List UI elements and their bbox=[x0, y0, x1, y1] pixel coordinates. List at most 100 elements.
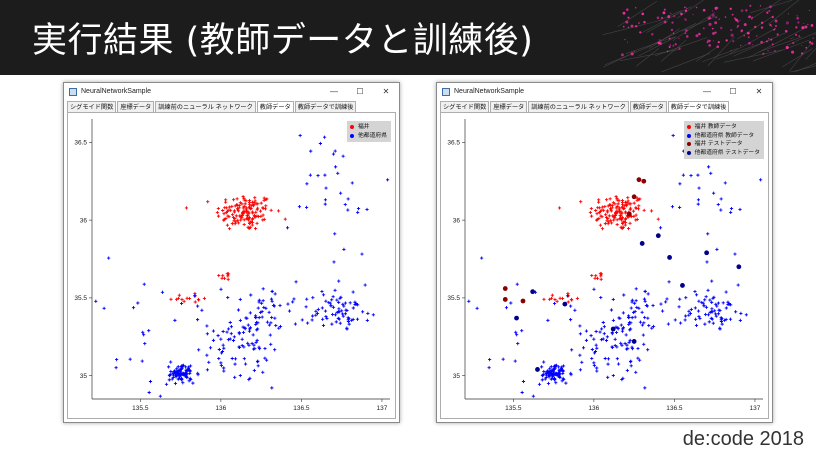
data-point bbox=[222, 366, 226, 370]
test-data-point bbox=[680, 283, 685, 288]
data-point bbox=[589, 214, 594, 218]
data-point bbox=[697, 299, 701, 303]
data-point bbox=[215, 210, 219, 215]
data-point bbox=[636, 356, 640, 360]
data-point bbox=[254, 320, 259, 325]
decor-light bbox=[770, 38, 773, 41]
legend-label: 他都道府県 bbox=[358, 132, 387, 139]
close-icon[interactable]: ✕ bbox=[755, 87, 763, 96]
app-window-teacher-data[interactable]: NeuralNetworkSample — ☐ ✕ シグモイド関数 座標データ … bbox=[63, 82, 400, 423]
data-point bbox=[608, 203, 613, 207]
data-point bbox=[597, 198, 601, 202]
tab-teacher-data[interactable]: 教師データ bbox=[256, 101, 294, 112]
data-point bbox=[305, 182, 309, 186]
minimize-icon[interactable]: — bbox=[703, 87, 711, 96]
data-point bbox=[697, 186, 701, 190]
maximize-icon[interactable]: ☐ bbox=[356, 87, 364, 96]
data-point bbox=[217, 347, 221, 352]
tab-untrained-network[interactable]: 訓練前のニューラル ネットワーク bbox=[528, 101, 629, 112]
data-point bbox=[175, 367, 179, 371]
maximize-icon[interactable]: ☐ bbox=[729, 87, 737, 96]
tab-untrained-network[interactable]: 訓練前のニューラル ネットワーク bbox=[155, 101, 256, 112]
data-point bbox=[598, 223, 603, 227]
tab-after-training[interactable]: 教師データで訓練後 bbox=[667, 101, 730, 112]
app-window-after-training[interactable]: NeuralNetworkSample — ☐ ✕ シグモイド関数 座標データ … bbox=[436, 82, 773, 423]
window-titlebar[interactable]: NeuralNetworkSample — ☐ ✕ bbox=[64, 83, 399, 100]
city-lights-graphic bbox=[602, 0, 816, 73]
decor-light bbox=[684, 9, 688, 13]
data-point bbox=[616, 202, 620, 206]
decor-line bbox=[729, 27, 777, 55]
data-point bbox=[716, 312, 721, 316]
data-point bbox=[233, 357, 238, 361]
data-point bbox=[171, 371, 175, 375]
data-point bbox=[694, 293, 699, 297]
decor-light bbox=[630, 52, 634, 56]
data-point bbox=[696, 309, 701, 313]
data-point bbox=[621, 376, 625, 380]
data-point bbox=[666, 322, 670, 326]
data-point bbox=[627, 322, 631, 327]
test-data-point bbox=[610, 326, 616, 332]
decor-light bbox=[795, 33, 798, 36]
data-point bbox=[260, 301, 264, 305]
data-point bbox=[553, 297, 557, 302]
data-point bbox=[262, 217, 266, 221]
tab-sigmoid[interactable]: シグモイド関数 bbox=[440, 101, 490, 112]
tab-coordinates[interactable]: 座標データ bbox=[490, 101, 528, 112]
data-point bbox=[247, 226, 251, 230]
data-point bbox=[219, 351, 224, 355]
data-point bbox=[622, 293, 626, 297]
decor-light bbox=[627, 26, 630, 28]
data-point bbox=[211, 329, 216, 333]
data-point bbox=[330, 298, 334, 302]
data-point bbox=[634, 218, 638, 222]
data-point bbox=[253, 196, 257, 200]
data-point bbox=[627, 340, 631, 345]
close-icon[interactable]: ✕ bbox=[382, 87, 390, 96]
data-point bbox=[252, 368, 256, 373]
decor-light bbox=[766, 40, 768, 43]
decor-light bbox=[740, 9, 744, 13]
data-point bbox=[710, 279, 714, 283]
data-point bbox=[261, 287, 265, 291]
window-titlebar[interactable]: NeuralNetworkSample — ☐ ✕ bbox=[437, 83, 772, 100]
data-point bbox=[268, 333, 272, 337]
data-point bbox=[247, 211, 251, 215]
data-point bbox=[611, 297, 615, 302]
tab-teacher-data[interactable]: 教師データ bbox=[629, 101, 667, 112]
data-point bbox=[629, 359, 633, 363]
decor-light bbox=[708, 44, 712, 47]
data-point bbox=[371, 313, 375, 317]
data-point bbox=[226, 274, 230, 278]
test-data-point bbox=[631, 339, 637, 344]
tab-coordinates[interactable]: 座標データ bbox=[117, 101, 155, 112]
tab-sigmoid[interactable]: シグモイド関数 bbox=[67, 101, 117, 112]
data-point bbox=[610, 345, 615, 350]
minimize-icon[interactable]: — bbox=[330, 87, 338, 96]
decor-light bbox=[808, 41, 812, 44]
data-point bbox=[584, 329, 589, 333]
data-point bbox=[709, 316, 713, 320]
tab-after-training[interactable]: 教師データで訓練後 bbox=[294, 101, 357, 112]
data-point bbox=[625, 343, 629, 347]
data-point bbox=[246, 214, 250, 218]
data-point bbox=[251, 211, 255, 215]
data-point bbox=[595, 366, 599, 370]
data-point bbox=[561, 364, 566, 368]
data-point bbox=[336, 171, 340, 175]
data-point bbox=[241, 330, 246, 335]
decor-light bbox=[643, 20, 646, 24]
data-point bbox=[338, 296, 342, 300]
test-data-point bbox=[535, 367, 540, 372]
data-point bbox=[613, 337, 617, 341]
data-point bbox=[252, 343, 256, 347]
decor-light bbox=[660, 16, 664, 19]
decor-light bbox=[633, 51, 635, 53]
data-point bbox=[264, 306, 268, 310]
data-point bbox=[710, 310, 714, 314]
data-point bbox=[342, 247, 346, 251]
data-point bbox=[219, 337, 223, 341]
data-point bbox=[173, 369, 177, 373]
data-point bbox=[704, 305, 709, 309]
